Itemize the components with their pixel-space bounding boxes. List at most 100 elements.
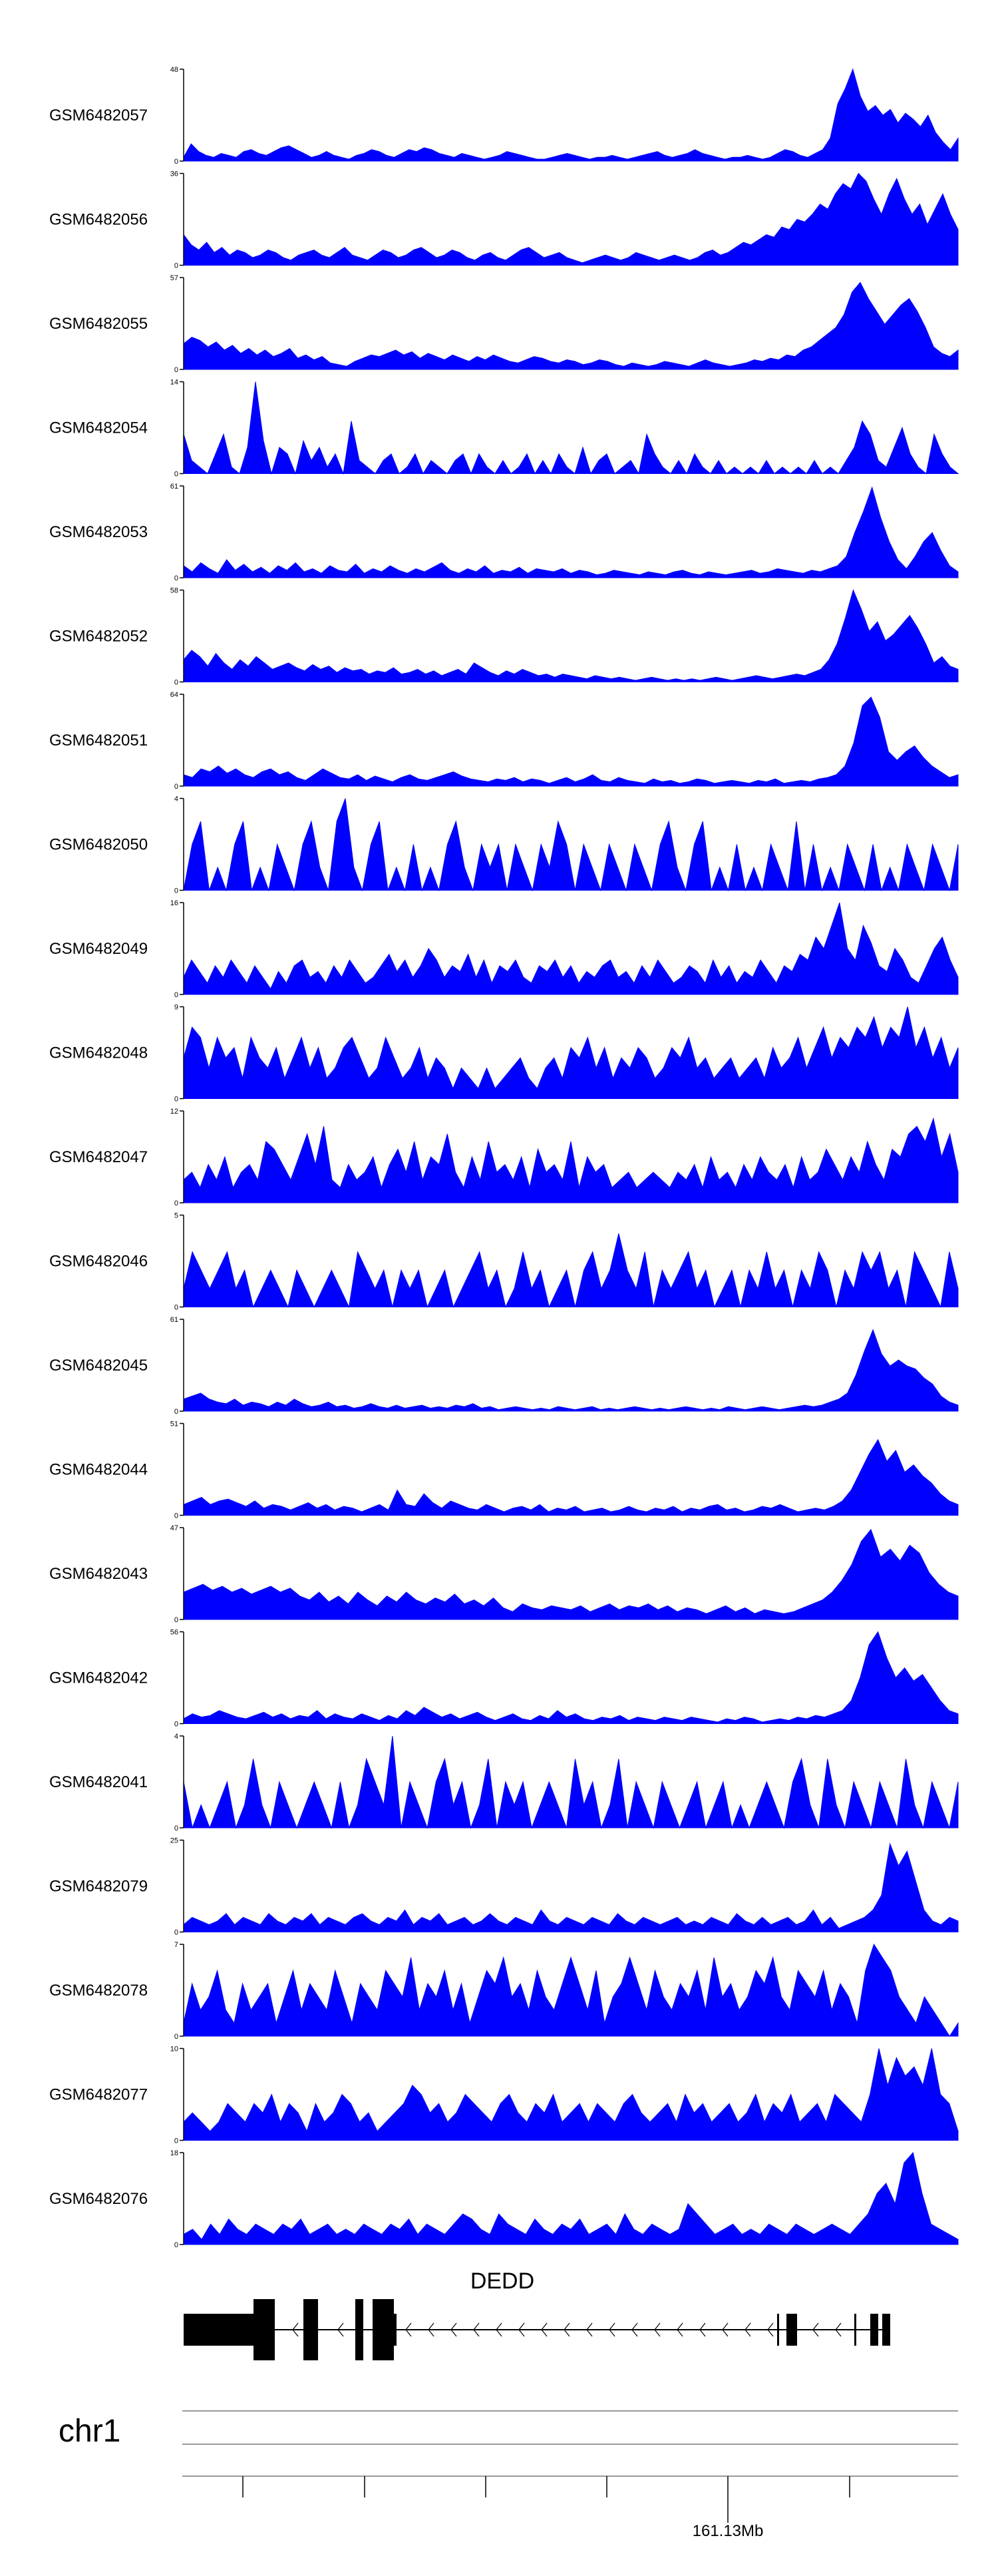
track-label: GSM6482048: [49, 1044, 148, 1062]
exon: [303, 2299, 318, 2360]
signal-area: [183, 902, 959, 995]
gene-label: DEDD: [470, 2268, 534, 2294]
track-GSM6482047: GSM6482047 12 0: [49, 1108, 959, 1207]
track-GSM6482055: GSM6482055 57 0: [49, 274, 959, 374]
exon: [854, 2314, 856, 2346]
track-label: GSM6482076: [49, 2190, 148, 2208]
signal-area: [183, 588, 959, 682]
track-label: GSM6482079: [49, 1878, 148, 1896]
y-min-label: 0: [174, 1199, 178, 1207]
y-max-label: 16: [170, 899, 178, 907]
signal-area: [183, 1006, 959, 1099]
signal-area: [183, 1438, 959, 1516]
genome-axis: 161.13Mb: [182, 2475, 958, 2540]
y-max-label: 58: [170, 587, 178, 595]
strand-arrow: [767, 2322, 774, 2337]
y-min-label: 0: [174, 471, 178, 479]
strand-arrow: [677, 2322, 683, 2337]
signal-area: [183, 172, 959, 266]
track-label: GSM6482055: [49, 315, 148, 333]
y-min-label: 0: [174, 2137, 178, 2145]
chromosome-ideogram: chr1: [59, 2410, 958, 2449]
strand-arrow: [496, 2322, 502, 2337]
y-min-label: 0: [174, 1825, 178, 1832]
track-label: GSM6482042: [49, 1669, 148, 1687]
track-label: GSM6482049: [49, 940, 148, 958]
signal-area: [183, 282, 959, 370]
track-GSM6482077: GSM6482077 10 0: [49, 2045, 959, 2145]
exon-utr: [394, 2314, 397, 2346]
y-min-label: 0: [174, 1929, 178, 1937]
track-label: GSM6482078: [49, 1982, 148, 2000]
y-min-label: 0: [174, 991, 178, 999]
exon: [253, 2299, 275, 2360]
track-label: GSM6482041: [49, 1773, 148, 1791]
signal-area: [183, 2048, 959, 2141]
strand-arrow: [835, 2322, 842, 2337]
y-max-label: 7: [174, 1941, 178, 1949]
signal-area: [183, 798, 959, 892]
strand-arrow: [405, 2322, 412, 2337]
y-max-label: 47: [170, 1524, 178, 1532]
y-max-label: 25: [170, 1837, 178, 1845]
track-label: GSM6482047: [49, 1148, 148, 1166]
track-GSM6482043: GSM6482043 47 0: [49, 1524, 959, 1624]
track-label: GSM6482054: [49, 419, 148, 437]
y-min-label: 0: [174, 679, 178, 687]
exon: [777, 2314, 779, 2346]
y-min-label: 0: [174, 1512, 178, 1520]
track-GSM6482052: GSM6482052 58 0: [49, 587, 959, 687]
track-GSM6482079: GSM6482079 25 0: [49, 1837, 959, 1937]
y-max-label: 56: [170, 1629, 178, 1637]
signal-area: [183, 1631, 959, 1724]
track-GSM6482042: GSM6482042 56 0: [49, 1629, 959, 1729]
signal-tracks: GSM6482057480GSM6482056360GSM6482055570G…: [49, 66, 959, 2249]
track-label: GSM6482057: [49, 107, 148, 124]
signal-area: [183, 696, 959, 787]
gene-track: DEDD: [184, 2268, 890, 2360]
track-label: GSM6482053: [49, 523, 148, 541]
signal-area: [183, 381, 959, 475]
exon: [870, 2314, 878, 2346]
signal-area: [183, 1943, 959, 2037]
coordinate-label: 161.13Mb: [693, 2522, 764, 2540]
y-min-label: 0: [174, 2241, 178, 2249]
exon: [786, 2314, 797, 2346]
track-label: GSM6482077: [49, 2086, 148, 2104]
strand-arrow: [722, 2322, 729, 2337]
exon: [355, 2299, 363, 2360]
signal-area: [183, 1233, 959, 1309]
y-min-label: 0: [174, 574, 178, 582]
strand-arrow: [609, 2322, 615, 2337]
y-min-label: 0: [174, 1616, 178, 1624]
y-max-label: 9: [174, 1004, 178, 1012]
track-label: GSM6482051: [49, 732, 148, 750]
y-max-label: 4: [174, 1733, 178, 1741]
track-GSM6482045: GSM6482045 61 0: [49, 1316, 959, 1416]
chromosome-label: chr1: [59, 2414, 120, 2449]
signal-area: [183, 486, 959, 578]
strand-arrow: [450, 2322, 457, 2337]
y-max-label: 48: [170, 66, 178, 74]
strand-arrow: [428, 2322, 434, 2337]
strand-arrow: [654, 2322, 661, 2337]
signal-area: [183, 1329, 959, 1412]
track-GSM6482051: GSM6482051 64 0: [49, 691, 959, 791]
track-GSM6482053: GSM6482053 61 0: [49, 483, 959, 582]
strand-arrow: [473, 2322, 480, 2337]
genome-axis-ticks: [242, 2476, 850, 2497]
strand-arrow: [699, 2322, 706, 2337]
exon: [882, 2314, 890, 2346]
y-max-label: 12: [170, 1108, 178, 1116]
track-label: GSM6482045: [49, 1357, 148, 1375]
strand-arrow: [337, 2322, 344, 2337]
y-max-label: 14: [170, 379, 178, 387]
y-min-label: 0: [174, 366, 178, 374]
exon-utr: [184, 2314, 253, 2346]
y-min-label: 0: [174, 262, 178, 270]
track-GSM6482054: GSM6482054 14 0: [49, 379, 959, 479]
y-min-label: 0: [174, 1408, 178, 1416]
track-GSM6482078: GSM6482078 7 0: [49, 1941, 959, 2041]
strand-arrow: [745, 2322, 751, 2337]
